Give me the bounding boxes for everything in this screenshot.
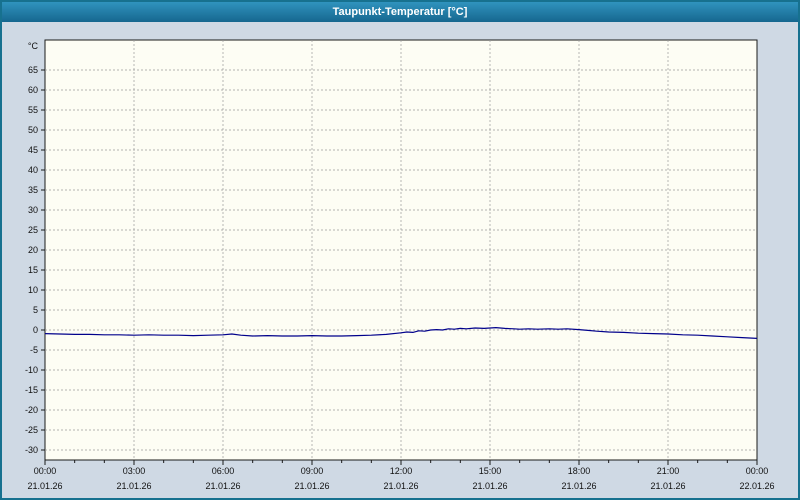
x-time-label: 15:00	[479, 466, 502, 476]
y-tick-label: 0	[33, 325, 38, 335]
y-tick-label: 15	[28, 265, 38, 275]
y-tick-label: 40	[28, 165, 38, 175]
y-tick-label: -25	[25, 425, 38, 435]
x-time-label: 09:00	[301, 466, 324, 476]
x-time-label: 12:00	[390, 466, 413, 476]
y-tick-label: 30	[28, 205, 38, 215]
y-tick-label: 5	[33, 305, 38, 315]
y-axis-unit-label: °C	[28, 41, 39, 51]
x-time-label: 21:00	[657, 466, 680, 476]
series-line-taupunkt-temperatur	[44, 327, 758, 339]
x-date-label: 21.01.26	[205, 481, 240, 491]
y-tick-label: 25	[28, 225, 38, 235]
y-tick-label: 45	[28, 145, 38, 155]
y-tick-label: -5	[30, 345, 38, 355]
chart-area: -30 -25 -20 -15 -10 -5 0 5 10 15 20 25 30 35 40 45 50 55 6…	[2, 22, 798, 498]
x-time-label: 00:00	[34, 466, 57, 476]
x-date-label: 21.01.26	[383, 481, 418, 491]
y-tick-label: 35	[28, 185, 38, 195]
y-tick-label: 50	[28, 125, 38, 135]
window-titlebar: Taupunkt-Temperatur [°C]	[2, 2, 798, 22]
y-tick-label: 60	[28, 85, 38, 95]
y-tick-label: 55	[28, 105, 38, 115]
x-time-label: 06:00	[212, 466, 235, 476]
y-tick-label: 65	[28, 65, 38, 75]
x-date-label: 21.01.26	[27, 481, 62, 491]
x-date-label: 21.01.26	[472, 481, 507, 491]
x-time-label: 03:00	[123, 466, 146, 476]
y-tick-label: 20	[28, 245, 38, 255]
y-tick-label: -20	[25, 405, 38, 415]
y-tick-label: 10	[28, 285, 38, 295]
x-time-label: 18:00	[568, 466, 591, 476]
y-tick-label: -15	[25, 385, 38, 395]
x-time-label: 00:00	[746, 466, 769, 476]
y-tick-label: -30	[25, 445, 38, 455]
window-title: Taupunkt-Temperatur [°C]	[332, 6, 468, 18]
x-date-label: 21.01.26	[116, 481, 151, 491]
x-date-label: 21.01.26	[650, 481, 685, 491]
y-tick-label: -10	[25, 365, 38, 375]
chart-canvas: -30 -25 -20 -15 -10 -5 0 5 10 15 20 25 30 35 40 45 50 55 6…	[25, 39, 775, 491]
x-date-label: 21.01.26	[294, 481, 329, 491]
x-date-label: 22.01.26	[739, 481, 774, 491]
x-date-label: 21.01.26	[561, 481, 596, 491]
